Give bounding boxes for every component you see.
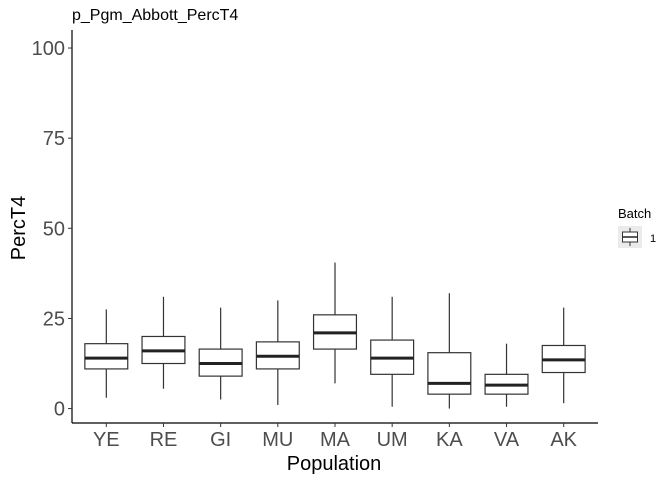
y-tick-label: 100 [32,38,65,60]
x-tick-label: MU [262,429,293,451]
box-KA [427,293,472,409]
x-tick-label: KA [436,429,463,451]
legend-key-box-icon [622,228,638,246]
y-tick-label: 25 [43,308,65,330]
x-tick-label: VA [494,429,520,451]
y-axis: 0 25 50 75 100 [32,30,73,423]
x-axis: YE RE GI MU MA UM KA VA AK [72,422,598,451]
y-axis-title: PercT4 [8,196,30,260]
legend-label: 1 [650,233,656,245]
box-GI [198,307,243,400]
x-tick-label: MA [320,429,351,451]
box-iqr [84,343,129,370]
x-tick-label: RE [150,429,178,451]
box-UM [370,296,415,407]
box-AK [541,307,586,404]
box-RE [141,296,186,389]
box-MU [255,300,300,405]
y-tick-label: 50 [43,218,65,240]
box-YE [84,309,129,398]
box-MA [312,262,358,384]
y-tick-label: 0 [54,399,65,421]
legend-title: Batch [618,206,651,221]
legend: Batch 1 [618,206,656,248]
x-tick-label: AK [550,429,577,451]
x-axis-title: Population [287,453,382,475]
chart-title: p_Pgm_Abbott_PercT4 [72,7,238,24]
x-tick-label: GI [210,429,231,451]
x-tick-label: YE [93,429,120,451]
box-VA [484,343,529,407]
box-iqr [427,352,472,395]
y-tick-label: 75 [43,128,65,150]
boxes-layer [84,262,586,409]
x-tick-label: UM [377,429,408,451]
